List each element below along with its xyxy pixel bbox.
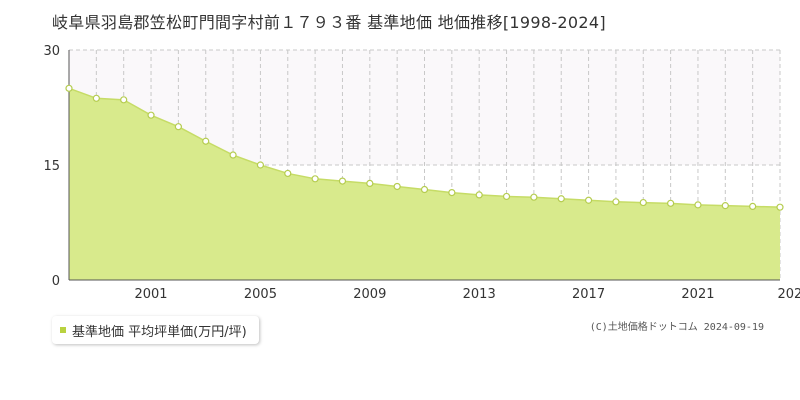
data-point-2006 xyxy=(284,169,292,178)
x-tick-label: 2009 xyxy=(353,287,386,302)
data-point-2021 xyxy=(694,201,702,209)
y-tick-label: 30 xyxy=(43,44,60,59)
data-point-2002 xyxy=(174,123,182,131)
y-tick-label: 15 xyxy=(43,159,60,174)
data-point-2013 xyxy=(475,191,483,199)
data-point-2011 xyxy=(420,185,429,194)
legend-swatch xyxy=(60,327,66,333)
data-point-1998 xyxy=(65,84,73,92)
data-point-2017 xyxy=(584,196,593,204)
data-point-2024 xyxy=(776,203,784,211)
data-point-1999 xyxy=(92,94,100,102)
data-point-2014 xyxy=(502,192,511,201)
data-point-2004 xyxy=(229,151,237,159)
data-point-2023 xyxy=(749,202,757,210)
x-tick-label: 2024 xyxy=(777,287,800,302)
data-point-2009 xyxy=(366,179,374,187)
data-point-2012 xyxy=(448,189,456,197)
x-tick-label: 2013 xyxy=(463,287,496,302)
data-point-2022 xyxy=(721,202,729,210)
x-tick-label: 2001 xyxy=(134,287,167,302)
data-point-2007 xyxy=(311,175,319,183)
copyright-text: (C)土地価格ドットコム 2024-09-19 xyxy=(589,322,764,333)
data-point-2003 xyxy=(202,137,210,145)
chart-title: 岐阜県羽島郡笠松町門間字村前１７９３番 基準地価 地価推移[1998-2024] xyxy=(52,13,606,32)
data-point-2000 xyxy=(120,96,128,104)
chart-legend: 基準地価 平均坪単価(万円/坪) xyxy=(52,316,259,344)
x-tick-label: 2017 xyxy=(572,287,605,302)
data-point-2001 xyxy=(147,111,155,119)
data-point-2005 xyxy=(256,161,265,169)
series-area xyxy=(69,88,780,280)
x-tick-label: 2021 xyxy=(681,287,714,302)
data-point-2019 xyxy=(639,198,647,207)
data-point-2020 xyxy=(667,199,675,207)
data-point-2015 xyxy=(530,193,538,201)
chart-area: 0 15 30 2001 2005 2009 2013 2017 2021 2024 xyxy=(43,44,800,302)
data-point-2018 xyxy=(612,198,620,206)
x-tick-label: 2005 xyxy=(244,287,277,302)
y-tick-label: 0 xyxy=(52,274,60,289)
data-point-2016 xyxy=(557,195,565,203)
legend-label: 基準地価 平均坪単価(万円/坪) xyxy=(72,324,247,340)
data-point-2010 xyxy=(393,182,401,191)
data-point-2008 xyxy=(338,177,347,185)
